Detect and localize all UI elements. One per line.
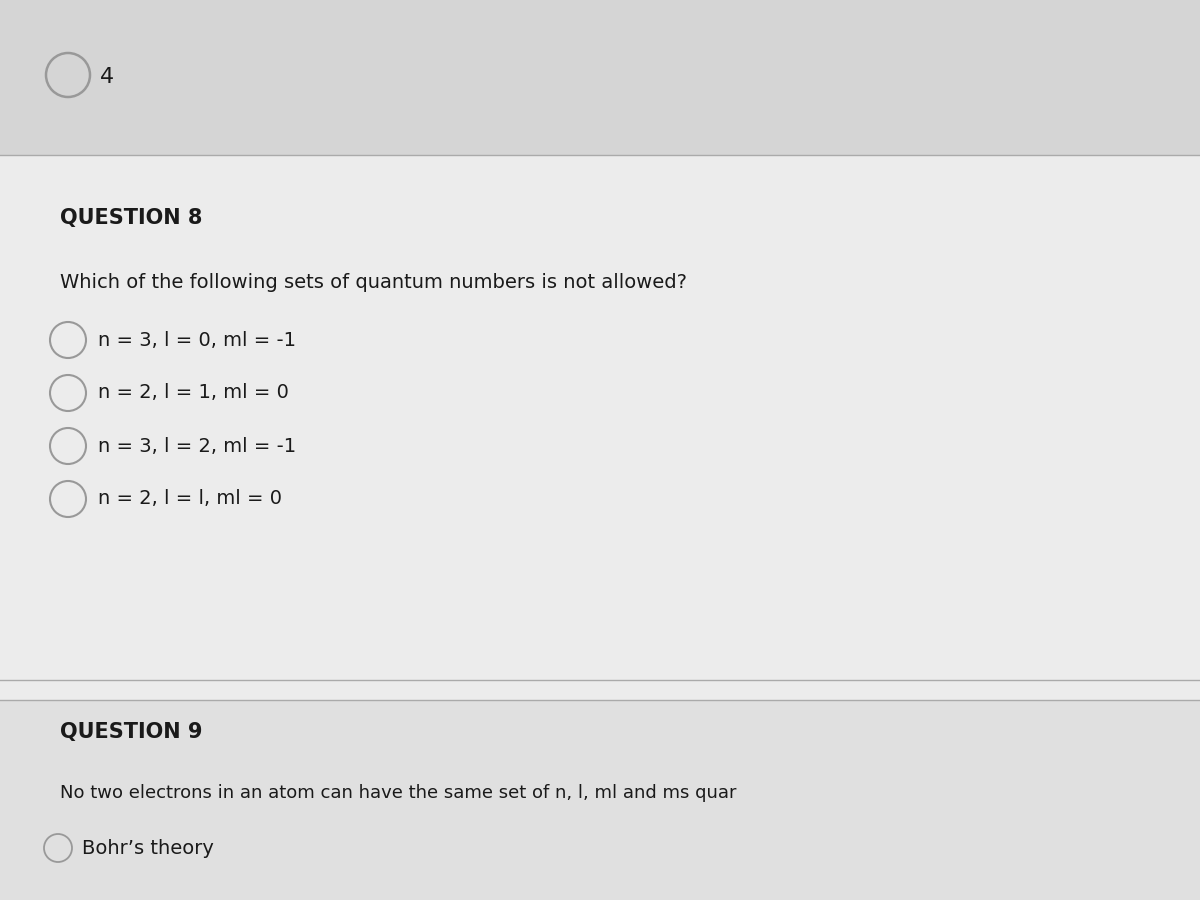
Text: n = 3, l = 0, ml = -1: n = 3, l = 0, ml = -1 xyxy=(98,330,296,349)
Text: n = 3, l = 2, ml = -1: n = 3, l = 2, ml = -1 xyxy=(98,436,296,455)
Text: Which of the following sets of quantum numbers is not allowed?: Which of the following sets of quantum n… xyxy=(60,273,686,292)
Text: n = 2, l = 1, ml = 0: n = 2, l = 1, ml = 0 xyxy=(98,383,289,402)
Text: n = 2, l = l, ml = 0: n = 2, l = l, ml = 0 xyxy=(98,490,282,508)
Text: QUESTION 8: QUESTION 8 xyxy=(60,208,203,228)
Text: No two electrons in an atom can have the same set of n, l, ml and ms quar: No two electrons in an atom can have the… xyxy=(60,784,737,802)
Text: QUESTION 9: QUESTION 9 xyxy=(60,722,203,742)
Text: Bohr’s theory: Bohr’s theory xyxy=(82,839,214,858)
Text: 4: 4 xyxy=(100,67,114,87)
